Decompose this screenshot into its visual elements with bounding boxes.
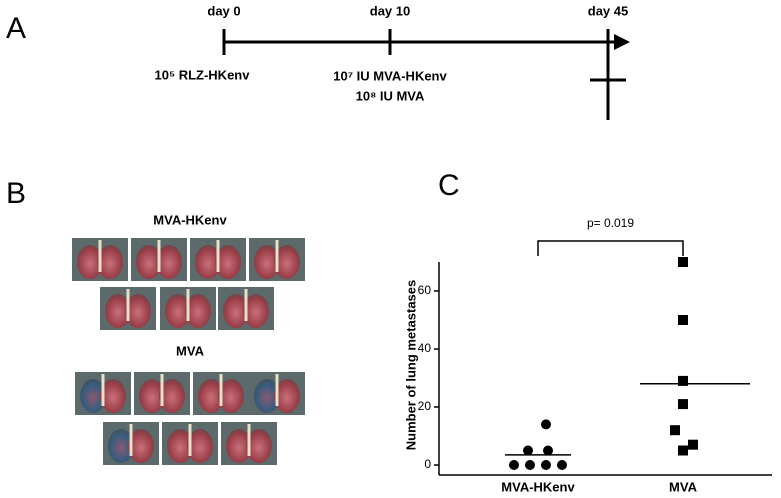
chart: 0 20 40 60 MVA-HKenv MVA Number of lung metast… (403, 216, 772, 494)
lung-lobe (136, 245, 162, 279)
lung-lobe (215, 245, 241, 279)
lung-photo (249, 372, 305, 415)
panel-label: A (6, 12, 26, 45)
lung-lobe (195, 245, 221, 279)
y-tick-label: 20 (418, 399, 432, 413)
lung-lobe (159, 379, 185, 413)
point (678, 375, 688, 386)
y-tick-label: 0 (424, 457, 431, 471)
lung-lobe (167, 429, 193, 463)
lung-photo (249, 238, 305, 281)
lung-lobe (274, 245, 300, 279)
lung-photo (75, 372, 131, 415)
y-axis-label: Number of lung metastases (403, 280, 418, 451)
point (557, 460, 567, 470)
lung-photo (160, 287, 216, 330)
x-tick-label: MVA (669, 479, 698, 494)
lung-lobe (97, 245, 123, 279)
lung-lobe (243, 294, 269, 328)
lung-photo (134, 372, 190, 415)
lung-lobe (100, 379, 126, 413)
point (541, 419, 551, 430)
lung-lobe (156, 245, 182, 279)
lung-lobe (246, 429, 272, 463)
lung-photo (221, 422, 277, 465)
lung-lobe (77, 245, 103, 279)
lung-photo (190, 238, 246, 281)
point (541, 460, 551, 470)
lung-lobe (108, 429, 134, 463)
lung-photo (100, 287, 156, 330)
lung-lobe (105, 294, 131, 328)
lung-lobe (254, 245, 280, 279)
lung-lobe (223, 294, 249, 328)
lung-lobe (198, 379, 224, 413)
x-tick-label: MVA-HKenv (501, 479, 575, 494)
lung-lobe (165, 294, 191, 328)
point (509, 460, 519, 470)
panel-label: C (438, 169, 460, 202)
lung-lobe (218, 379, 244, 413)
treatment: 10⁵ RLZ-HKenv (155, 67, 251, 82)
point (678, 399, 688, 410)
y-tick-label: 40 (418, 341, 432, 355)
point (523, 445, 533, 456)
timeline (222, 29, 630, 120)
point (678, 315, 688, 325)
point (678, 445, 688, 456)
lung-lobe (128, 429, 154, 463)
lung-lobe (80, 379, 106, 413)
point (543, 445, 553, 456)
lung-photo (72, 238, 128, 281)
arrow-head (614, 34, 630, 50)
lung-photo (131, 238, 187, 281)
lung-photo (162, 422, 218, 465)
photos (72, 238, 305, 465)
lung-lobe (139, 379, 165, 413)
lung-photo (218, 287, 274, 330)
point (525, 460, 535, 470)
lung-lobe (226, 429, 252, 463)
photo-group-title: MVA (176, 343, 205, 358)
point (678, 257, 688, 267)
treatment: 10⁷ IU MVA-HKenv (333, 68, 447, 83)
p-value: p= 0.019 (587, 216, 634, 230)
day-label: day 45 (588, 3, 628, 18)
lung-lobe (125, 294, 151, 328)
lung-lobe (185, 294, 211, 328)
point (670, 425, 680, 436)
lung-photo (193, 372, 249, 415)
panel-label: B (6, 177, 26, 210)
y-tick-label: 60 (418, 283, 432, 297)
lung-lobe (254, 379, 280, 413)
lung-lobe (187, 429, 213, 463)
day-label: day 0 (207, 3, 240, 18)
lung-photo (103, 422, 159, 465)
point (688, 439, 698, 450)
bracket (537, 240, 684, 256)
lung-lobe (274, 379, 300, 413)
treatment: 10⁸ IU MVA (356, 88, 425, 103)
day-label: day 10 (370, 3, 410, 18)
photo-group-title: MVA-HKenv (153, 212, 227, 227)
